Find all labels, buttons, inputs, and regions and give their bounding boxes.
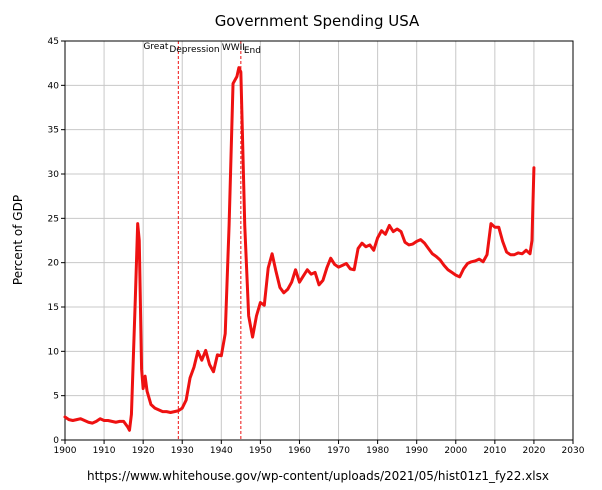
x-tick-label: 1940: [210, 446, 233, 456]
chart-title: Government Spending USA: [215, 12, 420, 30]
x-tick-label: 2000: [444, 446, 467, 456]
annotation-label: End: [244, 46, 261, 56]
x-tick-label: 1900: [54, 446, 77, 456]
source-caption: https://www.whitehouse.gov/wp-content/up…: [87, 469, 549, 483]
x-tick-label: 1930: [171, 446, 194, 456]
y-tick-label: 10: [48, 347, 60, 357]
y-tick-label: 5: [53, 392, 59, 402]
y-tick-label: 30: [48, 170, 60, 180]
x-tick-label: 1910: [93, 446, 116, 456]
x-tick-label: 1960: [288, 446, 311, 456]
x-tick-label: 1980: [366, 446, 389, 456]
y-tick-label: 35: [48, 126, 59, 136]
y-tick-label: 15: [48, 303, 59, 313]
y-tick-label: 0: [53, 436, 59, 446]
axis-ticks: 1900 1910 1920 1930 1940 1950 1960 1970 1980 1990…: [48, 37, 585, 456]
annotation-label: WWII: [222, 43, 245, 53]
x-tick-label: 1920: [132, 446, 155, 456]
y-axis-label: Percent of GDP: [11, 195, 25, 285]
x-tick-label: 1950: [249, 446, 272, 456]
plot-area-frame: [64, 40, 574, 441]
x-tick-label: 1990: [405, 446, 428, 456]
series-line: [63, 66, 536, 432]
annotation-label: Depression: [169, 45, 219, 55]
x-tick-label: 2030: [562, 446, 585, 456]
x-tick-label: 1970: [327, 446, 350, 456]
y-tick-label: 25: [48, 214, 59, 224]
y-tick-label: 45: [48, 37, 59, 47]
y-tick-label: 40: [48, 81, 60, 91]
annotation-label: Great: [143, 42, 169, 52]
x-tick-label: 2010: [483, 446, 506, 456]
grid: [65, 41, 573, 440]
x-tick-label: 2020: [522, 446, 545, 456]
series-layer: [63, 66, 536, 432]
y-tick-label: 20: [48, 259, 60, 269]
